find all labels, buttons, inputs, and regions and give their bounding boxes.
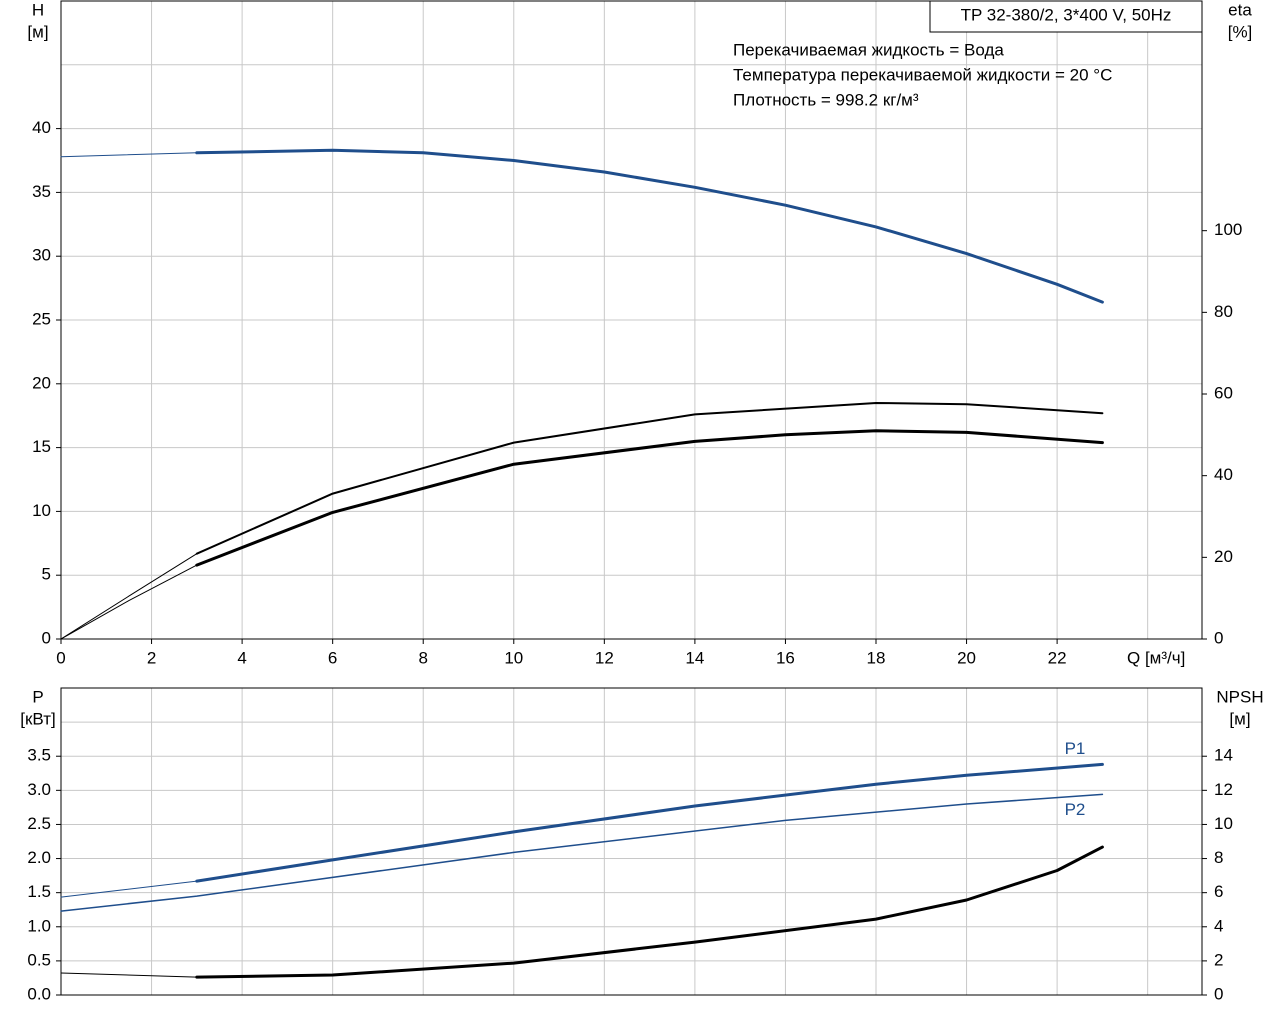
plot-frame (60, 687, 1203, 996)
y-tick-label: 2.0 (27, 848, 51, 867)
series-label: P1 (1065, 739, 1086, 758)
y2-tick-label: 2 (1214, 950, 1223, 969)
x-tick-label: 18 (867, 648, 886, 667)
y-tick-label: 0.5 (27, 950, 51, 969)
y-tick-label: 3.5 (27, 746, 51, 765)
y-tick-label: 5 (42, 565, 51, 584)
x-tick-label: 14 (685, 648, 704, 667)
y-tick-label: 35 (32, 182, 51, 201)
x-tick-label: 16 (776, 648, 795, 667)
y2-tick-label: 0 (1214, 628, 1223, 647)
series-line (60, 793, 1104, 912)
y-tick-label: 1.0 (27, 916, 51, 935)
y-tick-label: 40 (32, 118, 51, 137)
x-tick-label: 20 (957, 648, 976, 667)
y2-tick-label: 0 (1214, 984, 1223, 1003)
series-line (195, 429, 1104, 567)
x-tick-label: 6 (328, 648, 337, 667)
series-line (195, 762, 1104, 883)
series-line (60, 972, 198, 978)
y2-tick-label: 40 (1214, 465, 1233, 484)
series-line (195, 148, 1104, 304)
y-tick-label: 10 (32, 501, 51, 520)
y2-tick-label: 12 (1214, 780, 1233, 799)
x-tick-label: 10 (504, 648, 523, 667)
y-tick-label: 25 (32, 309, 51, 328)
x-tick-label: 22 (1048, 648, 1067, 667)
y2-tick-label: 80 (1214, 302, 1233, 321)
series-line (195, 402, 1104, 555)
series-line (60, 564, 198, 640)
y-tick-label: 20 (32, 373, 51, 392)
y2-tick-label: 14 (1214, 746, 1233, 765)
y2-axis-unit: [%] (1228, 22, 1253, 41)
series-line (195, 845, 1104, 979)
y2-tick-label: 4 (1214, 916, 1223, 935)
y-axis-label: P (32, 687, 43, 706)
x-tick-label: 8 (418, 648, 427, 667)
series-line (60, 553, 198, 640)
info-title: TP 32-380/2, 3*400 V, 50Hz (961, 5, 1172, 24)
y2-axis-label: NPSH (1216, 687, 1263, 706)
y-axis-unit: [м] (27, 22, 48, 41)
series-line (60, 880, 198, 898)
y2-tick-label: 100 (1214, 220, 1242, 239)
x-tick-label: 12 (595, 648, 614, 667)
info-box (929, 0, 1203, 33)
y2-tick-label: 10 (1214, 814, 1233, 833)
x-axis-label: Q [м³/ч] (1127, 648, 1185, 667)
x-tick-label: 0 (56, 648, 65, 667)
y2-axis-label: eta (1228, 0, 1252, 19)
x-tick-label: 2 (147, 648, 156, 667)
x-tick-label: 4 (237, 648, 246, 667)
y-tick-label: 2.5 (27, 814, 51, 833)
info-line: Перекачиваемая жидкость = Вода (733, 40, 1004, 59)
y2-tick-label: 20 (1214, 547, 1233, 566)
y-tick-label: 1.5 (27, 882, 51, 901)
y2-tick-label: 60 (1214, 383, 1233, 402)
y-tick-label: 0.0 (27, 984, 51, 1003)
y-tick-label: 15 (32, 437, 51, 456)
info-line: Температура перекачиваемой жидкости = 20… (733, 65, 1112, 84)
info-line: Плотность = 998.2 кг/м³ (733, 90, 919, 109)
y2-tick-label: 8 (1214, 848, 1223, 867)
series-line (60, 152, 198, 158)
y-axis-unit: [кВт] (20, 709, 55, 728)
y-tick-label: 0 (42, 628, 51, 647)
y2-tick-label: 6 (1214, 882, 1223, 901)
y-tick-label: 30 (32, 246, 51, 265)
series-label: P2 (1065, 800, 1086, 819)
y-tick-label: 3.0 (27, 780, 51, 799)
y-axis-label: H (32, 0, 44, 19)
y2-axis-unit: [м] (1229, 709, 1250, 728)
